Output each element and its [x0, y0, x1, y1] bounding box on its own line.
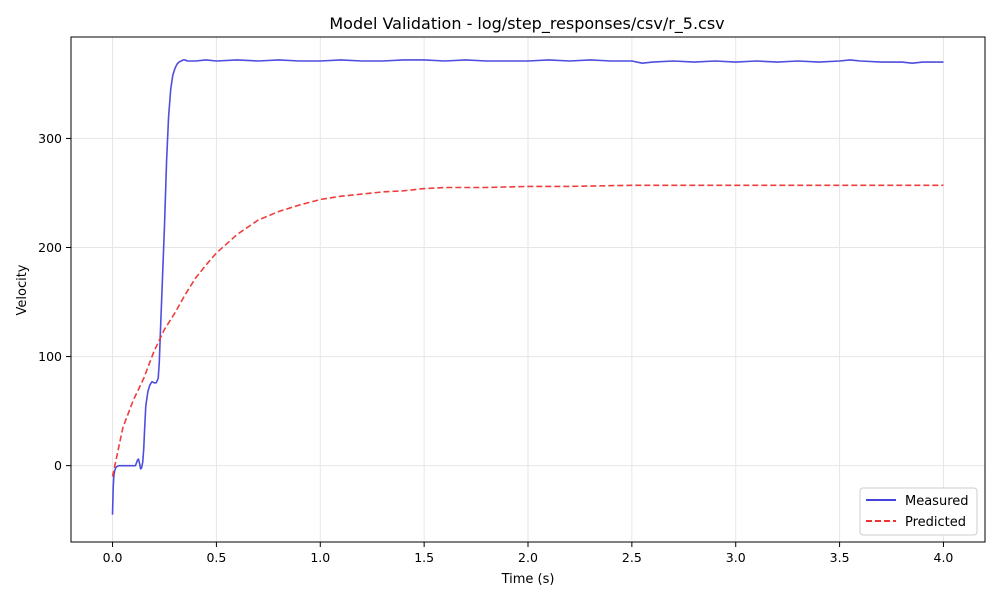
x-tick-label: 2.5	[622, 550, 642, 565]
x-tick-label: 2.0	[518, 550, 538, 565]
legend-label-predicted: Predicted	[905, 515, 966, 530]
x-axis: 0.0 0.5 1.0 1.5 2.0 2.5 3.0 3.5 4.0	[103, 542, 954, 565]
x-tick-label: 1.5	[414, 550, 434, 565]
grid	[71, 37, 985, 542]
x-tick-label: 1.0	[310, 550, 330, 565]
legend-label-measured: Measured	[905, 494, 969, 509]
y-axis: 0 100 200 300	[38, 131, 71, 473]
legend: Measured Predicted	[859, 487, 978, 536]
series-line-measured	[111, 59, 944, 515]
series-layer	[111, 59, 944, 515]
x-tick-label: 0.5	[206, 550, 226, 565]
chart-title: Model Validation - log/step_responses/cs…	[329, 14, 724, 34]
y-tick-label: 100	[38, 349, 62, 364]
y-tick-label: 300	[38, 131, 62, 146]
x-tick-label: 4.0	[934, 550, 954, 565]
y-tick-label: 200	[38, 240, 62, 255]
series-line-predicted	[111, 184, 944, 477]
x-axis-label: Time (s)	[501, 572, 555, 587]
y-tick-label: 0	[54, 458, 62, 473]
x-tick-label: 0.0	[103, 550, 123, 565]
x-tick-label: 3.5	[830, 550, 850, 565]
x-tick-label: 3.0	[726, 550, 746, 565]
y-axis-label: Velocity	[15, 264, 30, 315]
